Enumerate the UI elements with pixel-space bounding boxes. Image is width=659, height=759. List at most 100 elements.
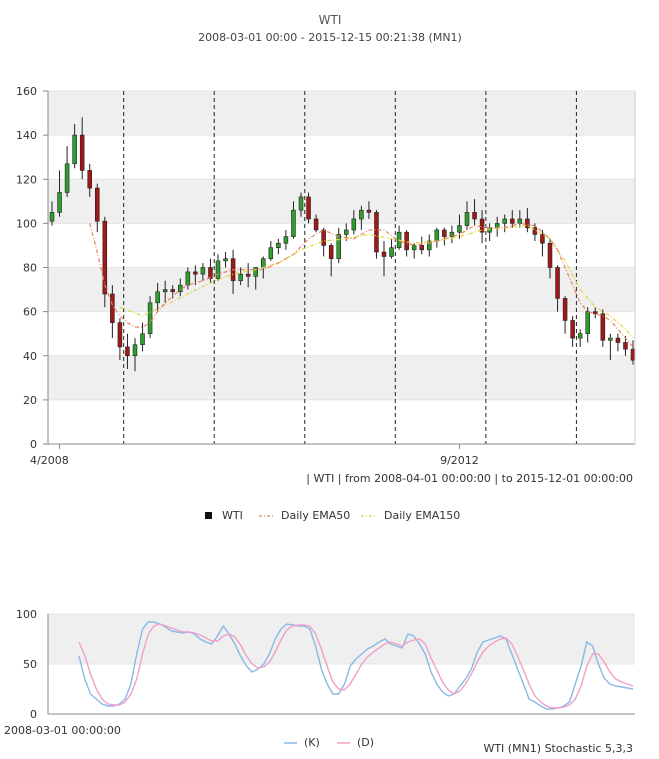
candle	[200, 263, 206, 281]
candle	[540, 229, 545, 257]
candle	[585, 307, 590, 343]
candle-body	[193, 271, 198, 275]
candle-body	[442, 229, 447, 237]
candle	[487, 223, 492, 242]
candle	[268, 241, 274, 261]
candle-body	[283, 236, 289, 244]
candle	[117, 318, 123, 361]
band-100	[48, 179, 635, 224]
candle-body	[615, 337, 621, 343]
chart-subtitle: 2008-03-01 00:00 - 2015-12-15 00:21:38 (…	[198, 31, 462, 44]
stoch-band-upper	[48, 614, 635, 664]
candle	[570, 316, 575, 347]
candle	[479, 210, 485, 244]
candle-body	[261, 258, 266, 268]
candle	[313, 214, 319, 233]
candle-body	[540, 234, 545, 244]
legend-label-d: (D)	[357, 736, 374, 749]
candle-body	[434, 229, 440, 242]
candle-body	[140, 333, 145, 346]
candle	[245, 263, 251, 288]
y-tick-label: 20	[23, 394, 37, 407]
legend-label-ema150: Daily EMA150	[384, 509, 460, 522]
candle-body	[532, 227, 538, 235]
candle-body	[555, 267, 560, 299]
candle-body	[344, 229, 349, 235]
candle	[72, 124, 77, 169]
candle-body	[95, 187, 100, 222]
candle	[336, 227, 341, 264]
stoch-legend: (K) (D)	[284, 736, 374, 749]
candle	[87, 163, 92, 197]
candle-body	[132, 344, 138, 357]
candle	[562, 296, 568, 334]
chart-title: WTI	[319, 13, 342, 27]
x-tick-label: 4/2008	[30, 454, 69, 467]
candle-body	[291, 209, 296, 237]
candle-body	[268, 247, 274, 259]
candle	[110, 285, 115, 339]
candle	[208, 258, 213, 283]
legend-label-k: (K)	[304, 736, 320, 749]
candle	[449, 225, 455, 244]
candle-body	[517, 218, 523, 224]
stoch-y-axis-ticks: 0 50 100	[16, 608, 37, 721]
candle	[49, 201, 55, 226]
main-y-axis-ticks: 0 20 40 60 80 100 120 140 160	[16, 85, 48, 451]
candle	[547, 238, 553, 279]
candlestick-series	[49, 117, 636, 372]
stoch-series	[78, 621, 634, 710]
y-tick-label: 0	[30, 438, 37, 451]
candle	[298, 192, 304, 217]
candle-body	[276, 242, 281, 248]
candle-body	[49, 212, 55, 222]
stoch-plot-bands	[48, 613, 635, 715]
y-tick-label: 40	[23, 350, 37, 363]
y-tick-label: 60	[23, 306, 37, 319]
legend-marker-wti	[205, 512, 212, 519]
ema50-series	[89, 222, 634, 348]
candle-body	[155, 291, 160, 304]
candle	[411, 243, 417, 259]
candle-body	[253, 267, 258, 277]
stoch-caption: WTI (MN1) Stochastic 5,3,3	[483, 742, 633, 755]
candle	[215, 254, 221, 281]
candle-body	[381, 251, 387, 257]
candle	[238, 267, 243, 286]
candle	[396, 225, 402, 250]
candle	[577, 329, 583, 347]
candle	[125, 333, 130, 369]
candle	[427, 234, 432, 257]
candle-body	[464, 212, 470, 226]
candle-body	[125, 346, 130, 357]
candle-body	[79, 134, 85, 171]
legend-label-wti: WTI	[222, 509, 243, 522]
candle	[615, 333, 621, 352]
y-tick-label: 100	[16, 217, 37, 230]
main-plot-bands	[48, 91, 635, 400]
candle	[155, 282, 160, 312]
candle-body	[200, 267, 206, 275]
candle	[419, 236, 424, 255]
candle-body	[494, 223, 500, 229]
candle-body	[245, 273, 251, 277]
x-tick-label: 9/2012	[440, 454, 479, 467]
candle-body	[608, 337, 613, 341]
candle-body	[374, 212, 379, 253]
candle-body	[359, 209, 364, 220]
candle	[366, 201, 372, 219]
candle-body	[449, 231, 455, 237]
candle-body	[366, 209, 372, 213]
candle	[253, 267, 258, 290]
candle	[555, 265, 560, 312]
candle	[306, 192, 311, 224]
band-140	[48, 91, 635, 136]
candle	[321, 227, 326, 257]
stoch-y-tick-label: 0	[30, 708, 37, 721]
candle-body	[562, 298, 568, 321]
range-caption: | WTI | from 2008-04-01 00:00:00 | to 20…	[306, 472, 633, 485]
candle-body	[600, 313, 606, 341]
candle-body	[306, 196, 311, 220]
candle-body	[411, 245, 417, 251]
